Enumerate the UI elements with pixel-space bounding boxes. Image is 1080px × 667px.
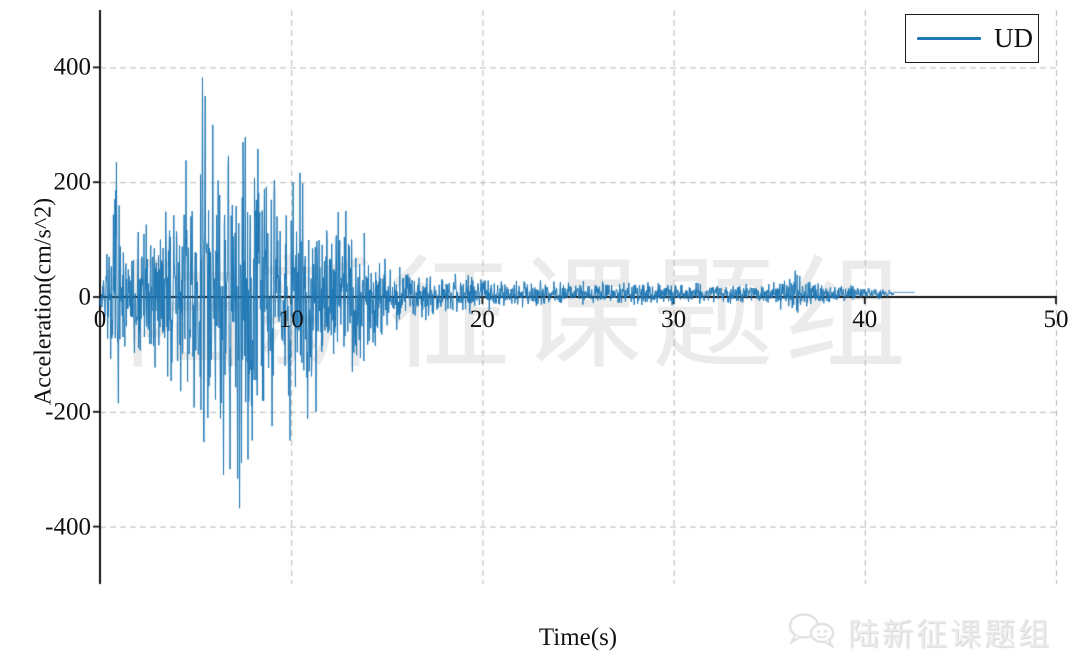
- x-tick-label: 0: [93, 306, 107, 333]
- legend: UD: [905, 14, 1039, 63]
- y-tick-label: -200: [45, 398, 91, 426]
- legend-label: UD: [994, 23, 1033, 53]
- y-axis-title: Acceleration(cm/s^2): [30, 197, 57, 406]
- x-axis-title: Time(s): [538, 624, 618, 651]
- y-tick-label: 0: [78, 283, 92, 311]
- y-tick-label: 400: [53, 53, 92, 81]
- x-tick-label: 30: [661, 306, 687, 333]
- y-tick-label: -400: [45, 513, 91, 541]
- x-tick-label: 20: [469, 306, 495, 333]
- x-tick-label: 40: [852, 306, 878, 333]
- y-tick-label: 200: [53, 168, 92, 196]
- x-tick-label: 10: [278, 306, 304, 333]
- x-tick-label: 50: [1043, 306, 1069, 333]
- legend-line-sample: [917, 37, 981, 40]
